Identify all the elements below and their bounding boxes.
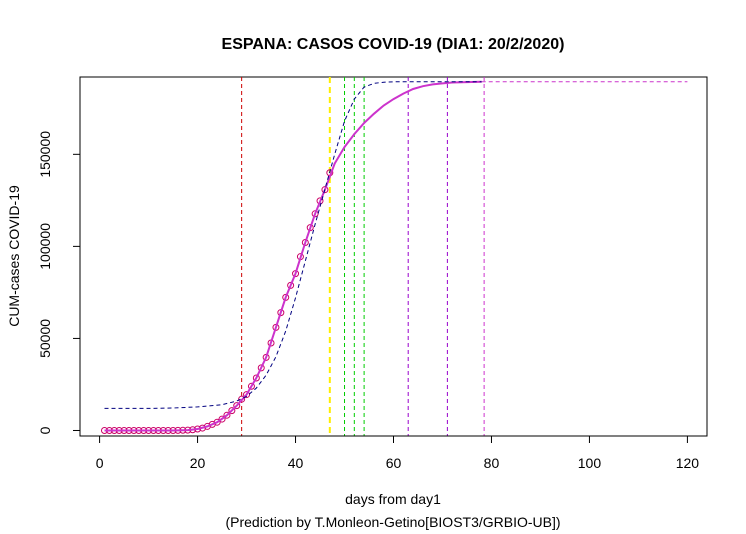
x-tick-label: 60 (386, 455, 402, 471)
x-tick-label: 0 (96, 455, 104, 471)
chart-title: ESPANA: CASOS COVID-19 (DIA1: 20/2/2020) (222, 36, 565, 53)
observed-point (223, 411, 231, 419)
observed-point (218, 415, 226, 423)
plot-frame (79, 76, 708, 437)
observed-point (321, 186, 329, 194)
y-tick-label: 0 (37, 426, 53, 434)
x-tick-label: 120 (676, 455, 700, 471)
observed-point (287, 281, 295, 289)
fitted-curve-line (104, 80, 482, 432)
observed-point (228, 407, 236, 415)
x-axis: 0 20 40 60 80 100 120 (96, 435, 700, 471)
observed-point (247, 382, 255, 390)
x-axis-label: days from day1 (345, 491, 441, 507)
observed-point (233, 402, 241, 410)
x-tick-label: 100 (578, 455, 602, 471)
chart-caption: (Prediction by T.Monleon-Getino[BIOST3/G… (225, 514, 560, 530)
y-axis: 0 50000 100000 150000 (37, 131, 81, 434)
observed-point (238, 395, 246, 403)
observed-point (252, 374, 260, 382)
y-axis-label: CUM-cases COVID-19 (6, 185, 22, 327)
x-tick-label: 20 (190, 455, 206, 471)
observed-point (213, 418, 221, 426)
y-tick-label: 50000 (37, 319, 53, 358)
y-tick-label: 100000 (37, 223, 53, 270)
x-tick-label: 80 (484, 455, 500, 471)
x-tick-label: 40 (288, 455, 304, 471)
y-tick-label: 150000 (37, 131, 53, 178)
vertical-reference-lines (241, 77, 485, 436)
observed-point (257, 364, 265, 372)
data-series (100, 80, 688, 434)
prediction-curve-line (104, 81, 482, 409)
observed-point (243, 391, 251, 399)
